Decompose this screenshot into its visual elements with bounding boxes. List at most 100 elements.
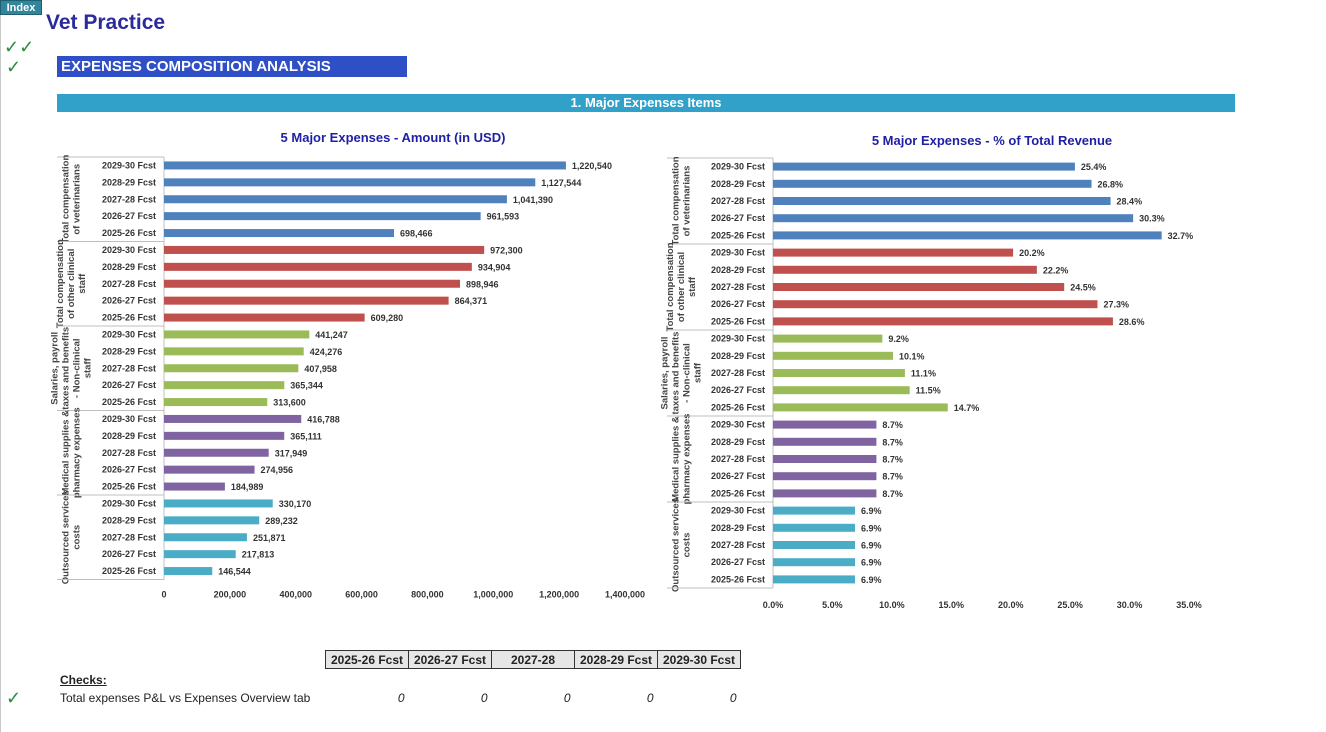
category-label: 2025-26 Fcst <box>102 482 156 492</box>
bar <box>164 178 536 187</box>
data-label: 24.5% <box>1070 283 1096 293</box>
bar <box>164 465 255 474</box>
category-label: 2025-26 Fcst <box>711 402 765 412</box>
bar <box>164 364 299 373</box>
bar <box>773 489 877 498</box>
group-label: Total compensationof veterinarians <box>671 156 693 245</box>
checks-value: 0 <box>480 690 488 705</box>
data-label: 424,276 <box>310 347 343 357</box>
data-label: 9.2% <box>888 334 909 344</box>
data-label: 28.4% <box>1117 197 1143 207</box>
x-tick-label: 400,000 <box>279 590 312 600</box>
x-tick-label: 20.0% <box>998 600 1024 610</box>
bar <box>164 499 273 508</box>
checks-value: 0 <box>397 690 405 705</box>
bar <box>773 179 1092 188</box>
data-label: 1,041,390 <box>513 195 553 205</box>
checks-col-header: 2026-27 Fcst <box>408 650 492 669</box>
data-label: 1,220,540 <box>572 161 612 171</box>
category-label: 2029-30 Fcst <box>711 506 765 516</box>
data-label: 274,956 <box>261 465 294 475</box>
x-tick-label: 35.0% <box>1176 600 1202 610</box>
category-label: 2025-26 Fcst <box>711 574 765 584</box>
bar <box>164 245 485 254</box>
bar <box>164 212 481 221</box>
category-label: 2029-30 Fcst <box>102 414 156 424</box>
bar <box>773 455 877 463</box>
category-label: 2028-29 Fcst <box>102 431 156 441</box>
data-label: 8.7% <box>882 455 903 465</box>
subsection-header: 1. Major Expenses Items <box>57 94 1235 112</box>
x-tick-label: 25.0% <box>1057 600 1083 610</box>
data-label: 11.5% <box>916 386 941 396</box>
x-tick-label: 30.0% <box>1117 600 1143 610</box>
bar <box>773 351 894 360</box>
category-label: 2029-30 Fcst <box>711 334 765 344</box>
x-tick-label: 1,400,000 <box>605 590 645 600</box>
index-button[interactable]: Index <box>0 0 42 15</box>
data-label: 217,813 <box>242 550 275 560</box>
group-label: Medical supplies &pharmacy expenses <box>671 414 693 505</box>
sheet-left-border <box>0 0 1 732</box>
data-label: 864,371 <box>455 296 488 306</box>
x-tick-label: 0.0% <box>763 600 784 610</box>
category-label: 2026-27 Fcst <box>711 557 765 567</box>
bar <box>164 330 310 339</box>
category-label: 2029-30 Fcst <box>711 420 765 430</box>
category-label: 2027-28 Fcst <box>711 368 765 378</box>
check-icon: ✓ <box>6 688 22 708</box>
category-label: 2026-27 Fcst <box>711 213 765 223</box>
bar <box>773 541 856 549</box>
section-title: EXPENSES COMPOSITION ANALYSIS <box>57 56 407 77</box>
category-label: 2028-29 Fcst <box>102 346 156 356</box>
bar <box>164 262 472 271</box>
bar <box>773 369 905 377</box>
double-check-icon: ✓✓ <box>4 37 35 57</box>
category-label: 2029-30 Fcst <box>102 245 156 255</box>
data-label: 6.9% <box>861 558 882 568</box>
data-label: 8.7% <box>882 437 903 447</box>
x-tick-label: 600,000 <box>345 590 378 600</box>
category-label: 2027-28 Fcst <box>711 454 765 464</box>
category-label: 2027-28 Fcst <box>102 363 156 373</box>
data-label: 8.7% <box>882 420 903 430</box>
category-label: 2025-26 Fcst <box>102 566 156 576</box>
data-label: 30.3% <box>1139 214 1165 224</box>
bar <box>164 550 236 559</box>
category-label: 2026-27 Fcst <box>711 385 765 395</box>
category-label: 2029-30 Fcst <box>102 329 156 339</box>
x-tick-label: 5.0% <box>822 600 843 610</box>
group-label: Total compensationof other clinicalstaff <box>665 242 698 331</box>
category-label: 2025-26 Fcst <box>711 488 765 498</box>
category-label: 2026-27 Fcst <box>102 549 156 559</box>
bar <box>164 313 365 322</box>
x-tick-label: 0 <box>161 590 166 600</box>
check-icon: ✓ <box>6 57 22 77</box>
data-label: 6.9% <box>861 541 882 551</box>
data-label: 27.3% <box>1103 300 1129 310</box>
group-label: Total compensationof veterinarians <box>61 155 83 244</box>
category-label: 2028-29 Fcst <box>711 351 765 361</box>
checks-table: 2025-26 Fcst 2026-27 Fcst 2027-28 2028-2… <box>325 650 741 709</box>
bar <box>164 398 268 407</box>
bar <box>773 506 856 515</box>
checks-value: 0 <box>646 690 654 705</box>
bar <box>164 381 285 390</box>
bar <box>773 283 1065 291</box>
group-label: Outsourced servicescosts <box>61 490 83 584</box>
data-label: 6.9% <box>861 523 882 533</box>
data-label: 6.9% <box>861 575 882 585</box>
data-label: 10.1% <box>899 351 925 361</box>
category-label: 2028-29 Fcst <box>711 523 765 533</box>
data-label: 146,544 <box>218 567 251 577</box>
category-label: 2025-26 Fcst <box>102 228 156 238</box>
group-label: Salaries, payrolltaxes and benefits- Non… <box>660 332 704 415</box>
data-label: 22.2% <box>1043 265 1069 275</box>
bar <box>164 482 225 491</box>
category-label: 2028-29 Fcst <box>711 265 765 275</box>
percent-bar-chart: Total compensationof veterinarians 2029-3… <box>660 156 1202 610</box>
data-label: 28.6% <box>1119 317 1145 327</box>
bar <box>773 214 1134 223</box>
category-label: 2027-28 Fcst <box>102 279 156 289</box>
bar <box>773 197 1111 205</box>
